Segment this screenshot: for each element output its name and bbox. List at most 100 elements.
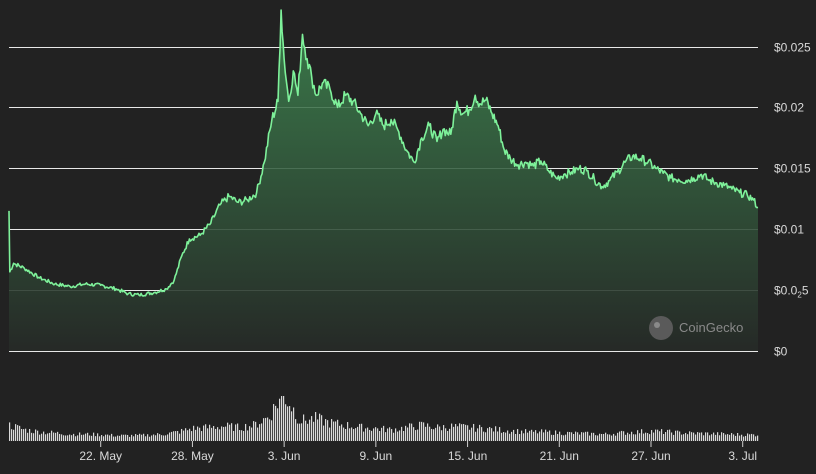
volume-bar — [63, 435, 65, 441]
volume-bar — [133, 436, 135, 441]
volume-bar — [21, 428, 23, 441]
volume-bar — [695, 434, 697, 441]
volume-bar — [41, 433, 43, 441]
volume-bar — [621, 430, 623, 441]
volume-bar — [317, 419, 319, 441]
volume-bar — [479, 424, 481, 441]
volume-bar — [231, 423, 233, 441]
volume-bar — [555, 430, 557, 441]
volume-bar — [717, 432, 719, 441]
volume-bar — [535, 430, 537, 441]
volume-bar — [53, 432, 55, 441]
x-axis: 22. May 28. May 3. Jun 9. Jun 15. Jun 21. Jun… — [79, 441, 757, 463]
volume-bar — [539, 431, 541, 441]
volume-bar — [327, 420, 329, 441]
volume-bar — [433, 429, 435, 441]
volume-bar — [605, 432, 607, 441]
volume-bar — [189, 428, 191, 441]
volume-bar — [165, 435, 167, 441]
volume-bar — [25, 428, 27, 441]
volume-bar — [403, 430, 405, 441]
coingecko-logo-eye — [654, 322, 660, 328]
volume-bar — [405, 425, 407, 441]
volume-bar — [299, 423, 301, 441]
coingecko-watermark: CoinGecko — [649, 316, 743, 340]
volume-bar — [581, 432, 583, 441]
volume-bar — [365, 428, 367, 441]
volume-bar — [541, 429, 543, 441]
volume-bar — [323, 425, 325, 441]
volume-bar — [419, 421, 421, 441]
x-tick-label: 27. Jun — [631, 449, 670, 463]
volume-bar — [225, 426, 227, 441]
volume-bar — [459, 423, 461, 441]
volume-bar — [567, 431, 569, 441]
volume-bar — [679, 431, 681, 441]
volume-bar — [23, 429, 25, 441]
volume-bar — [123, 434, 125, 441]
volume-bar — [169, 432, 171, 441]
volume-bar — [507, 430, 509, 441]
volume-bar — [749, 434, 751, 441]
volume-bar — [653, 432, 655, 441]
volume-bar — [411, 423, 413, 441]
volume-bar — [187, 430, 189, 441]
volume-bar — [11, 429, 13, 441]
volume-bar — [499, 427, 501, 441]
volume-bar — [91, 435, 93, 441]
volume-bar — [655, 429, 657, 441]
volume-bar — [491, 428, 493, 441]
volume-bar — [603, 433, 605, 441]
volume-bar — [747, 433, 749, 441]
volume-bar — [223, 426, 225, 441]
volume-bar — [301, 423, 303, 441]
volume-bar — [149, 436, 151, 441]
volume-bar — [703, 435, 705, 441]
volume-bar — [407, 427, 409, 441]
volume-bar — [175, 431, 177, 441]
volume-bar — [197, 426, 199, 441]
volume-bar — [557, 434, 559, 441]
volume-bar — [173, 431, 175, 441]
volume-bar — [445, 428, 447, 441]
volume-bar — [645, 432, 647, 441]
volume-bar — [517, 429, 519, 441]
volume-bar — [673, 434, 675, 441]
volume-bar — [741, 434, 743, 441]
x-tick-label: 15. Jun — [448, 449, 487, 463]
volume-bar — [547, 431, 549, 441]
volume-bar — [425, 426, 427, 441]
volume-bar — [213, 426, 215, 441]
volume-bar — [319, 413, 321, 441]
volume-bar — [31, 432, 33, 441]
volume-bar — [145, 436, 147, 441]
x-tick-label: 3. Jul — [728, 449, 757, 463]
volume-bar — [421, 421, 423, 441]
volume-bar — [363, 431, 365, 441]
volume-bar — [237, 423, 239, 441]
volume-bar — [345, 428, 347, 441]
volume-bar — [463, 424, 465, 441]
volume-bar — [353, 429, 355, 441]
volume-bar — [257, 427, 259, 441]
volume-bar — [143, 433, 145, 441]
y-tick-label: $0.025 — [774, 284, 809, 300]
volume-bar — [515, 434, 517, 441]
volume-bar — [607, 434, 609, 441]
volume-bar — [277, 408, 279, 441]
volume-bar — [347, 422, 349, 441]
volume-bar — [163, 435, 165, 441]
volume-bar — [503, 431, 505, 441]
volume-bar — [589, 435, 591, 441]
volume-bar — [401, 426, 403, 441]
volume-bar — [211, 427, 213, 441]
x-tick-label: 22. May — [79, 449, 122, 463]
volume-bar — [183, 430, 185, 441]
volume-bar — [287, 406, 289, 441]
volume-bar — [79, 432, 81, 441]
volume-bar — [121, 434, 123, 441]
volume-bar — [525, 429, 527, 441]
volume-bar — [195, 429, 197, 441]
volume-bar — [357, 426, 359, 441]
